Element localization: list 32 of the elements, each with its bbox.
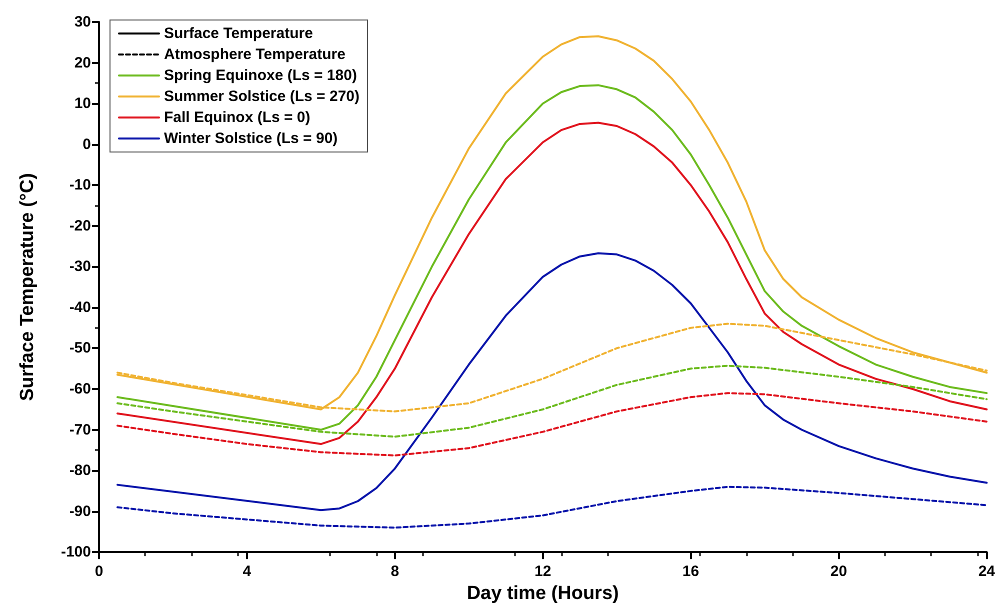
x-tick-label: 24 — [978, 563, 996, 580]
y-tick-label: -40 — [69, 298, 91, 316]
y-tick-label: -50 — [69, 340, 91, 357]
line-series — [116, 486, 988, 529]
legend-label: Fall Equinox (Ls = 0) — [164, 109, 310, 126]
x-axis-title: Day time (Hours) — [466, 583, 619, 604]
y-axis-title: Surface Temperature (°C) — [17, 173, 38, 402]
y-tick-label: -10 — [69, 176, 91, 194]
legend-label: Summer Solstice (Ls = 270) — [164, 88, 360, 105]
x-tick-label: 12 — [534, 563, 552, 580]
legend-label: Winter Solstice (Ls = 90) — [164, 130, 338, 147]
y-tick-label: 10 — [74, 95, 91, 112]
y-tick-label: -80 — [69, 462, 91, 480]
legend-label: Spring Equinoxe (Ls = 180) — [164, 67, 357, 84]
y-tick-label: 30 — [74, 14, 91, 30]
x-tick-label: 20 — [830, 563, 848, 580]
line-series — [116, 392, 988, 456]
x-tick-label: 8 — [390, 563, 400, 580]
y-tick-label: -20 — [69, 217, 91, 234]
x-tick-label: 16 — [682, 563, 700, 580]
x-tick-label: 0 — [94, 563, 104, 580]
x-tick-label: 4 — [242, 563, 252, 580]
y-tick-label: -100 — [60, 544, 91, 561]
legend-label: Surface Temperature — [164, 25, 313, 42]
y-tick-label: -70 — [69, 421, 91, 438]
y-tick-label: 0 — [82, 136, 91, 153]
line-series — [116, 252, 988, 512]
y-tick-label: -60 — [69, 380, 91, 398]
y-tick-label: -90 — [69, 502, 91, 520]
y-tick-label: 20 — [74, 54, 91, 72]
legend-label: Atmosphere Temperature — [164, 46, 346, 63]
y-tick-label: -30 — [69, 258, 91, 276]
